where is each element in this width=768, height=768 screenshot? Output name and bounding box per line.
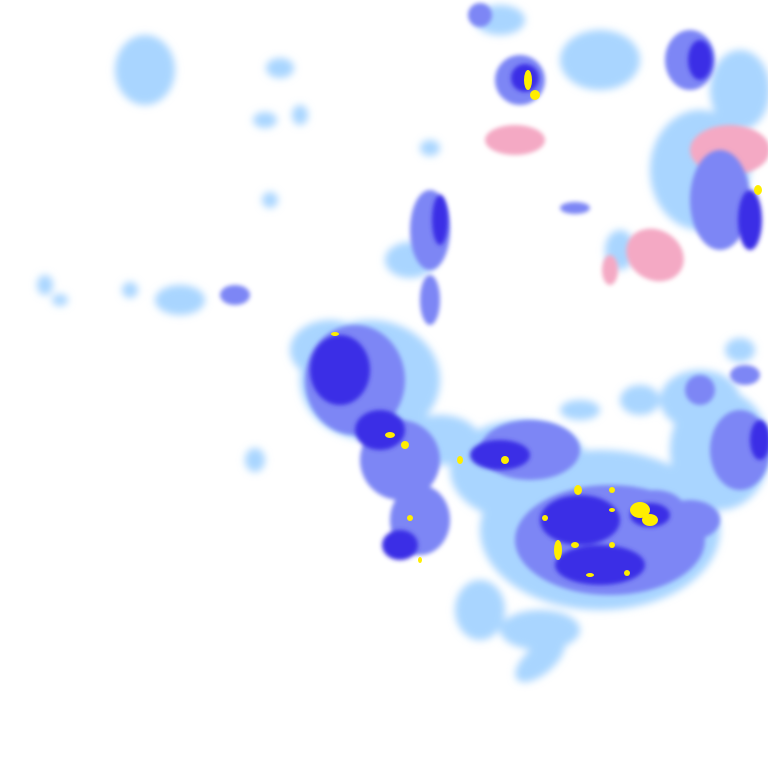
light-rain-area [500, 610, 580, 650]
light-rain-area [710, 50, 768, 130]
light-rain-area [266, 58, 294, 78]
intense-rain-area [530, 90, 540, 100]
heavy-rain-layer [310, 40, 768, 585]
heavy-rain-area [555, 545, 645, 585]
intense-rain-layer [331, 70, 762, 577]
heavy-rain-area [470, 440, 530, 470]
light-rain-area [560, 400, 600, 420]
light-rain-area [155, 285, 205, 315]
heavy-rain-area [310, 335, 370, 405]
light-rain-area [725, 338, 755, 362]
mixed-precip-area [602, 255, 618, 285]
intense-rain-area [609, 487, 615, 493]
light-rain-area [620, 385, 660, 415]
intense-rain-area [609, 508, 615, 512]
moderate-rain-area [420, 275, 440, 325]
heavy-rain-area [540, 495, 620, 545]
intense-rain-area [642, 514, 658, 526]
heavy-rain-area [355, 410, 405, 450]
intense-rain-area [571, 542, 579, 548]
intense-rain-area [524, 70, 532, 90]
heavy-rain-area [738, 190, 762, 250]
heavy-rain-area [750, 420, 768, 460]
intense-rain-area [385, 432, 395, 438]
intense-rain-area [501, 456, 509, 464]
light-rain-area [37, 275, 53, 295]
intense-rain-area [407, 515, 413, 521]
heavy-rain-area [688, 40, 712, 80]
intense-rain-area [624, 570, 630, 576]
intense-rain-area [609, 542, 615, 548]
light-rain-area [420, 140, 440, 156]
moderate-rain-area [468, 3, 492, 27]
intense-rain-area [630, 502, 650, 518]
light-rain-area [455, 580, 505, 640]
light-rain-area [292, 105, 308, 125]
intense-rain-area [542, 515, 548, 521]
intense-rain-area [586, 573, 594, 577]
heavy-rain-area [382, 530, 418, 560]
heavy-rain-area [432, 195, 448, 245]
moderate-rain-area [730, 365, 760, 385]
light-rain-area [253, 112, 277, 128]
intense-rain-area [574, 485, 582, 495]
light-rain-area [52, 294, 68, 306]
moderate-rain-area [690, 150, 750, 250]
intense-rain-area [401, 441, 409, 449]
light-rain-area [245, 448, 265, 472]
intense-rain-area [418, 557, 422, 563]
intense-rain-area [331, 332, 339, 336]
light-rain-area [262, 192, 278, 208]
light-rain-area [122, 282, 138, 298]
moderate-rain-area [220, 285, 250, 305]
intense-rain-area [457, 456, 463, 464]
light-rain-area [560, 30, 640, 90]
intense-rain-area [754, 185, 762, 195]
light-rain-area [115, 35, 175, 105]
intense-rain-area [554, 540, 562, 560]
mixed-precip-area [485, 125, 545, 155]
moderate-rain-area [685, 375, 715, 405]
moderate-rain-area [560, 202, 590, 214]
mixed-precip-area [626, 228, 684, 282]
